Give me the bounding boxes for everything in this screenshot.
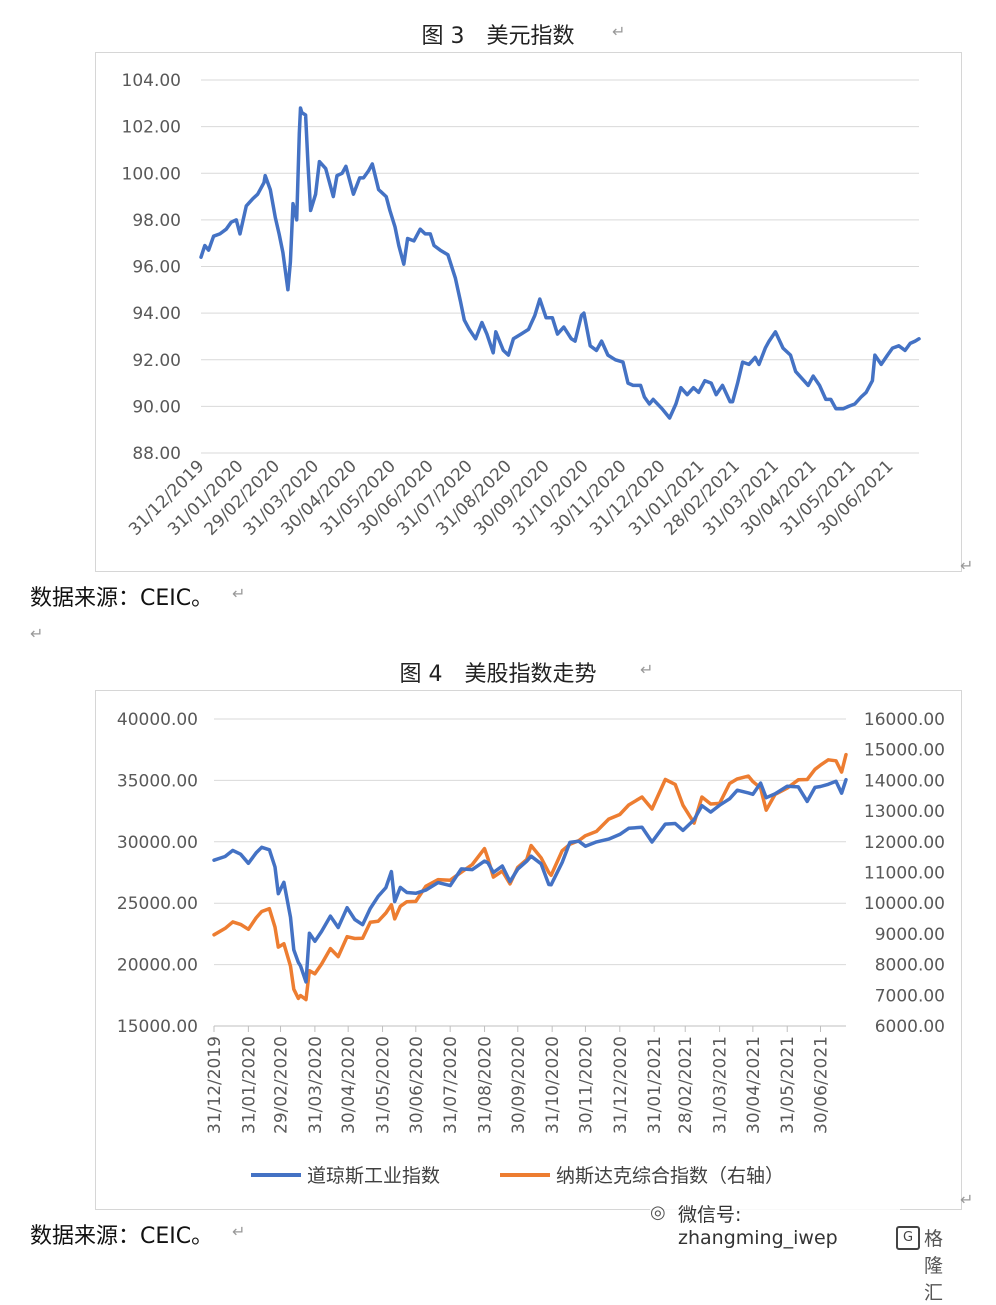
x-tick-label: 31/01/2021 <box>645 1036 665 1134</box>
paragraph-mark: ↵ <box>612 22 626 41</box>
y-tick-label: 98.00 <box>132 211 181 231</box>
x-tick-label: 31/01/2020 <box>239 1036 259 1134</box>
paragraph-mark: ↵ <box>960 1190 974 1209</box>
x-tick-label: 28/02/2021 <box>676 1036 696 1134</box>
x-tick-label: 31/05/2021 <box>778 1036 798 1134</box>
y-right-tick-label: 8000.00 <box>875 956 945 976</box>
y-tick-label: 94.00 <box>132 304 181 324</box>
y-tick-label: 90.00 <box>132 397 181 417</box>
y-right-tick-label: 10000.00 <box>864 894 945 914</box>
x-tick-label: 30/06/2021 <box>811 1036 831 1134</box>
y-left-tick-label: 20000.00 <box>117 956 198 976</box>
wechat-icon: ◎ <box>650 1202 666 1223</box>
legend-label: 纳斯达克综合指数（右轴） <box>556 1165 784 1187</box>
x-tick-label: 30/11/2020 <box>576 1036 596 1134</box>
legend-label: 道琼斯工业指数 <box>307 1165 440 1187</box>
y-right-tick-label: 11000.00 <box>864 864 945 884</box>
paragraph-mark: ↵ <box>960 556 974 575</box>
paragraph-mark: ↵ <box>232 584 246 603</box>
series-line-dollar-index <box>199 106 921 420</box>
y-right-tick-label: 9000.00 <box>875 925 945 945</box>
y-right-tick-label: 16000.00 <box>864 710 945 730</box>
wechat-id: 微信号: zhangming_iwep <box>678 1204 838 1249</box>
brand-logo-icon: G <box>896 1226 920 1250</box>
y-right-tick-label: 7000.00 <box>875 986 945 1006</box>
x-tick-label: 30/09/2020 <box>509 1036 529 1134</box>
x-tick-label: 31/03/2021 <box>711 1036 731 1134</box>
figure-4-source: 数据来源：CEIC。 <box>30 1224 214 1249</box>
x-tick-label: 31/08/2020 <box>476 1036 496 1134</box>
y-tick-label: 88.00 <box>132 444 181 464</box>
y-tick-label: 92.00 <box>132 351 181 371</box>
y-right-tick-label: 15000.00 <box>864 741 945 761</box>
figure-3-title: 图 3 美元指数 <box>421 24 575 49</box>
figure-4-chart: 40000.00 35000.00 30000.00 25000.00 20000.00… <box>95 690 962 1210</box>
paragraph-mark: ↵ <box>232 1222 246 1241</box>
paragraph-mark: ↵ <box>640 660 654 679</box>
y-right-tick-label: 6000.00 <box>875 1017 945 1037</box>
y-left-tick-label: 15000.00 <box>117 1017 198 1037</box>
y-left-tick-label: 40000.00 <box>117 710 198 730</box>
figure-3-source: 数据来源：CEIC。 <box>30 586 214 611</box>
y-left-tick-label: 35000.00 <box>117 771 198 791</box>
wechat-watermark: ◎ 微信号: zhangming_iwep <box>650 1200 900 1249</box>
us-stock-index-line-chart: 40000.00 35000.00 30000.00 25000.00 20000.00… <box>117 710 945 1187</box>
x-tick-label: 31/03/2020 <box>306 1036 326 1134</box>
y-left-tick-label: 25000.00 <box>117 894 198 914</box>
x-tick-label: 31/05/2020 <box>374 1036 394 1134</box>
y-right-tick-label: 12000.00 <box>864 833 945 853</box>
x-tick-label: 31/12/2020 <box>611 1036 631 1134</box>
x-tick-label: 29/02/2020 <box>272 1036 292 1134</box>
series-line-dow-jones <box>212 777 848 984</box>
paragraph-mark: ↵ <box>30 624 44 643</box>
y-tick-label: 102.00 <box>122 118 181 138</box>
x-tick-label: 30/04/2020 <box>339 1036 359 1134</box>
figure-3-chart: 104.00 102.00 100.00 98.00 96.00 94.00 92.00 90… <box>95 52 962 572</box>
figure-4-title: 图 4 美股指数走势 <box>399 662 597 687</box>
y-left-tick-label: 30000.00 <box>117 833 198 853</box>
y-right-tick-label: 14000.00 <box>864 771 945 791</box>
x-tick-label: 30/04/2021 <box>744 1036 764 1134</box>
x-tick-label: 31/10/2020 <box>543 1036 563 1134</box>
x-tick-label: 31/07/2020 <box>441 1036 461 1134</box>
brand-name: 格隆汇 <box>924 1228 944 1304</box>
x-tick-label: 30/06/2020 <box>407 1036 427 1134</box>
dollar-index-line-chart: 104.00 102.00 100.00 98.00 96.00 94.00 92.00 90… <box>122 71 921 540</box>
y-right-tick-label: 13000.00 <box>864 802 945 822</box>
x-tick-label: 31/12/2019 <box>205 1036 225 1134</box>
series-line-nasdaq <box>212 752 848 1002</box>
y-tick-label: 96.00 <box>132 258 181 278</box>
y-tick-label: 104.00 <box>122 71 181 91</box>
y-tick-label: 100.00 <box>122 164 181 184</box>
